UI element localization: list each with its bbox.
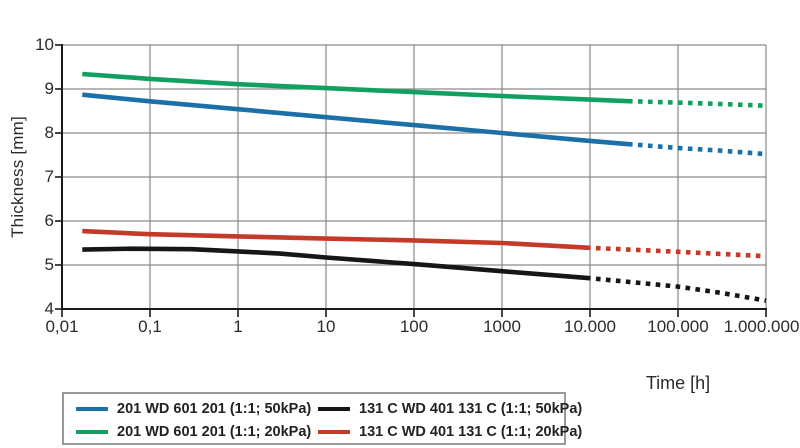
series-line-solid-3 [82,228,591,251]
series-line-dotted-3 [589,245,767,259]
y-tick-label-7: 7 [44,167,54,186]
y-tick-label-5: 5 [44,255,54,274]
x-tick-label-100: 100 [399,317,429,336]
x-tick-label-1000: 1000 [483,317,521,336]
legend-label: 131 C WD 401 131 C (1:1; 50kPa) [359,400,583,417]
y-tick-label-6: 6 [44,211,54,230]
legend-item: 131 C WD 401 131 C (1:1; 20kPa) [318,424,582,440]
y-tick-label-8: 8 [44,123,54,142]
x-tick-label-1.000.000: 1.000.000 [723,317,800,336]
legend-label: 131 C WD 401 131 C (1:1; 20kPa) [359,423,583,440]
series-line-solid-1 [82,71,633,104]
y-tick-label-9: 9 [44,79,54,98]
x-tick-label-100.000: 100.000 [647,317,709,336]
x-tick-label-0,01: 0,01 [45,317,79,336]
x-axis-title: Time [h] [645,373,711,393]
legend-item: 131 C WD 401 131 C (1:1; 50kPa) [318,401,582,417]
x-tick-label-0,1: 0,1 [138,317,162,336]
legend-label: 201 WD 601 201 (1:1; 20kPa) [117,423,312,440]
series-line-dotted-1 [631,99,767,108]
legend-swatch-icon [318,406,350,411]
x-tick-label-10: 10 [316,317,336,336]
y-tick-label-4: 4 [44,299,54,318]
x-tick-label-1: 1 [233,317,243,336]
y-tick-label-10: 10 [35,35,54,54]
x-tick-label-10.000: 10.000 [564,317,616,336]
legend-item: 201 WD 601 201 (1:1; 20kPa) [76,424,318,440]
series-line-solid-2 [82,246,591,281]
legend-swatch-icon [76,406,108,411]
series-line-dotted-2 [589,275,767,303]
legend-swatch-icon [76,429,108,434]
legend-swatch-icon [318,429,350,434]
series-line-dotted-0 [631,142,767,157]
legend-item: 201 WD 601 201 (1:1; 50kPa) [76,401,318,417]
legend: 201 WD 601 201 (1:1; 50kPa) 131 C WD 401 … [62,392,582,445]
series-line-solid-0 [82,92,633,147]
legend-label: 201 WD 601 201 (1:1; 50kPa) [117,400,312,417]
